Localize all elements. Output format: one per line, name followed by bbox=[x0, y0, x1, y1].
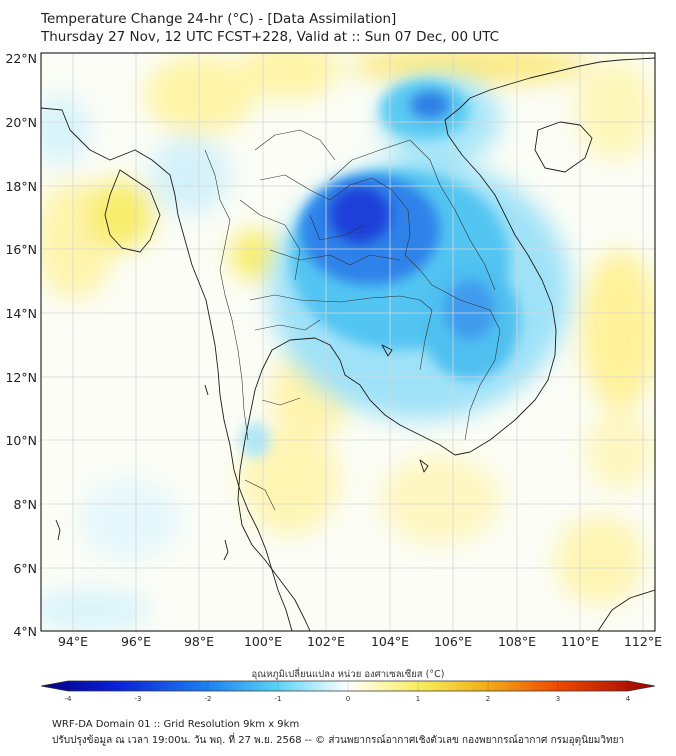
lat-label: 14°N bbox=[5, 306, 37, 321]
map-frame bbox=[40, 52, 656, 632]
lat-label: 18°N bbox=[5, 179, 37, 194]
colorbar-tick: -3 bbox=[135, 695, 142, 703]
lat-label: 8°N bbox=[13, 497, 37, 512]
lat-label: 12°N bbox=[5, 370, 37, 385]
colorbar-label: อุณหภูมิเปลี่ยนแปลง หน่วย องศาเซลเซียส (… bbox=[252, 667, 445, 680]
lon-label: 106°E bbox=[434, 634, 472, 649]
lat-label: 10°N bbox=[5, 433, 37, 448]
lon-label: 98°E bbox=[184, 634, 214, 649]
colorbar-tick: -2 bbox=[205, 695, 212, 703]
colorbar-tick: 3 bbox=[556, 695, 560, 703]
colorbar-tick: 4 bbox=[626, 695, 631, 703]
lon-label: 112°E bbox=[624, 634, 662, 649]
lat-label: 20°N bbox=[5, 115, 37, 130]
longitude-labels: 94°E 96°E 98°E 100°E 102°E 104°E 106°E 1… bbox=[58, 634, 662, 649]
lat-label: 22°N bbox=[5, 51, 37, 66]
lon-label: 108°E bbox=[498, 634, 536, 649]
colorbar-tick-labels: -4 -3 -2 -1 0 1 2 3 4 bbox=[65, 695, 631, 703]
temperature-field bbox=[41, 53, 655, 631]
update-credit: ปรับปรุงข้อมูล ณ เวลา 19:00น. วัน พฤ. ที… bbox=[52, 735, 625, 746]
colorbar-tick: 1 bbox=[416, 695, 420, 703]
colorbar-tick: 2 bbox=[486, 695, 490, 703]
lon-label: 104°E bbox=[371, 634, 409, 649]
lon-label: 96°E bbox=[121, 634, 151, 649]
lat-label: 16°N bbox=[5, 242, 37, 257]
colorbar bbox=[40, 680, 656, 692]
lon-label: 100°E bbox=[244, 634, 282, 649]
latitude-labels: 22°N 20°N 18°N 16°N 14°N 12°N 10°N 8°N 6… bbox=[5, 51, 37, 639]
colorbar-tick: -1 bbox=[275, 695, 282, 703]
colorbar-tick: -4 bbox=[65, 695, 73, 703]
lat-label: 6°N bbox=[13, 561, 37, 576]
coastlines bbox=[41, 57, 655, 631]
map-title: Temperature Change 24-hr (°C) - [Data As… bbox=[41, 11, 397, 27]
colorbar-tick: 0 bbox=[346, 695, 350, 703]
lat-label: 4°N bbox=[13, 624, 37, 639]
model-info: WRF-DA Domain 01 :: Grid Resolution 9km … bbox=[52, 719, 300, 730]
lon-label: 110°E bbox=[561, 634, 599, 649]
map-subtitle-valid-time: Thursday 27 Nov, 12 UTC FCST+228, Valid … bbox=[41, 29, 500, 45]
lon-label: 94°E bbox=[58, 634, 88, 649]
colorbar-ticks bbox=[67, 681, 629, 691]
lon-label: 102°E bbox=[307, 634, 345, 649]
borders bbox=[204, 129, 501, 511]
